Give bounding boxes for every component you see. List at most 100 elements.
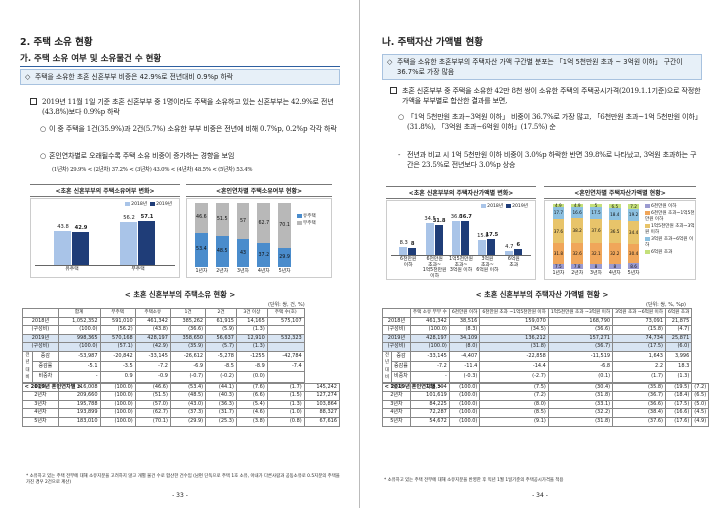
section-title: 나. 주택자산 가액별 현황: [382, 37, 483, 48]
table-cell: (57.0): [134, 399, 171, 410]
table-cell: -5,278: [205, 350, 237, 363]
legend-item: 2018년: [481, 203, 504, 209]
category-label: 4년차: [608, 271, 621, 276]
legend-swatch: [150, 201, 156, 206]
stacked-segment: 16.6: [571, 207, 583, 218]
table-cell: 74,734: [612, 333, 666, 344]
table-cell: (100.0): [99, 391, 136, 401]
legend-label: 2019년: [512, 204, 528, 209]
table-cell: 3,996: [664, 350, 693, 363]
table-row: 비중차 -0.9 -0.9 (-0.7) (-0.2) (0.0): [23, 371, 340, 383]
table-cell: -33,145: [134, 350, 171, 363]
summary-text: 주택을 소유한 초혼 신혼부부 비중은 42.9%로 전년대비 0.9%p 하락: [35, 73, 234, 81]
bar: [478, 240, 487, 255]
table-cell: 증감: [32, 350, 59, 363]
table-cell: 3년차: [382, 399, 411, 410]
table-cell: 145,242: [303, 382, 341, 393]
bar: [434, 225, 443, 255]
table-cell: (18.4): [664, 391, 693, 401]
category-label: 6억원 초과: [501, 257, 527, 268]
table-cell: (25.3): [205, 416, 237, 427]
table-cell: (42.9): [134, 342, 171, 352]
stacked-segment: 29.9: [278, 247, 292, 267]
legend-item: 2018년: [125, 201, 147, 207]
header-cell: 6천만원 이하: [448, 308, 481, 318]
table-cell: (-0.3): [448, 371, 481, 383]
legend-label: 2018년: [487, 204, 504, 209]
table-cell: (100.0): [99, 408, 136, 418]
table-cell: (38.4): [612, 408, 666, 418]
legend-swatch: [645, 210, 650, 215]
legend-label: 1억5천만원 초과~3억원 이하: [645, 224, 695, 235]
table-cell: 195,788: [57, 399, 101, 410]
stacked-segment: 48.5: [215, 235, 229, 267]
stacked-segment: 6.5: [608, 204, 621, 209]
table-row: 3년차 84,225 (100.0) (8.0) (33.1) (36.6) (17.5)(…: [382, 399, 710, 410]
paragraph-3: - 전년과 비교 시 1억 5천만원 이하 비중이 3.0%p 하락한 반면 39…: [398, 150, 702, 170]
table-cell: -6.8: [547, 361, 614, 373]
paragraph-1: 초혼 신혼부부 중 주택을 소유한 42만 8천 쌍이 소유한 주택의 주택공시…: [390, 86, 702, 106]
table-cell: (36.3): [205, 399, 237, 410]
bar: [54, 231, 71, 265]
table-cell: -7.4: [266, 361, 305, 373]
table-cell: (33.1): [547, 399, 614, 410]
table-cell: 575,107: [266, 316, 305, 327]
legend-swatch: [645, 223, 650, 228]
table-cell: 2.2: [612, 361, 666, 373]
table-cell: 358,650: [169, 333, 207, 344]
table-cell: 증감률: [391, 361, 411, 373]
table-cell: (5.9): [205, 325, 237, 335]
table-cell: (56.2): [99, 325, 136, 335]
table-cell: 증감: [391, 350, 411, 363]
chart2-title: <혼인연차별 주택자산가액별 현황>: [544, 186, 696, 199]
table-cell: (37.6): [612, 416, 666, 427]
table-cell: (-2.7): [479, 371, 549, 383]
table-cell: (4.6): [235, 408, 268, 418]
category-line: 이하: [403, 262, 413, 268]
table-cell: (100.0): [448, 408, 481, 418]
paragraph-2: ○ 이 중 주택을 1건(35.9%)과 2건(5.7%) 소유한 부부 비중은 …: [40, 124, 340, 134]
table-cell: (31.8): [547, 416, 614, 427]
table-cell: (53.4): [169, 382, 207, 393]
circle-bullet-icon: ○: [40, 124, 46, 133]
table-row: 5년차 183,010 (100.0) (70.1) (29.9) (25.3) (3.8)…: [22, 416, 341, 427]
category-label: 5년차: [278, 269, 291, 274]
table-row: 2018년 461,342 38,516 159,070 168,790 73,091 21…: [382, 316, 709, 327]
table-row: 2년차 101,619 (100.0) (7.2) (31.8) (36.7) (18.4)…: [382, 391, 710, 401]
table-cell: (51.5): [134, 391, 171, 401]
table-cell: (1.3): [235, 325, 268, 335]
table-cell: (100.0): [99, 382, 136, 393]
table-cell: (100.0): [57, 342, 101, 352]
legend-swatch: [645, 203, 650, 208]
category-line: 초과~: [480, 262, 494, 268]
header-cell: [22, 308, 59, 318]
stacked-segment: 17.7: [552, 207, 565, 219]
chart1-title: <초혼 신혼부부의 주택자산가액별 변화>: [386, 186, 536, 199]
legend-swatch: [645, 249, 650, 254]
stacked-segment: 8: [590, 263, 602, 269]
table-cell: -20,842: [99, 350, 136, 363]
table-cell: (43.0): [169, 399, 207, 410]
table-cell: (36.7): [547, 342, 614, 352]
category-label: 1억5천만원 초과~ 3억원 이하: [448, 257, 474, 274]
table-row: 2019년 998,365 570,168 428,197 358,650 56,637 1…: [22, 333, 340, 344]
table-cell: (31.8): [479, 342, 549, 352]
category-line: 6억원 이하: [476, 268, 499, 273]
paragraph-text: 2019년 11월 1일 기준 초혼 신혼부부 중 1명이라도 주택을 소유하고…: [42, 97, 334, 116]
table-cell: 591,010: [99, 316, 136, 327]
table-cell: (4.7): [664, 325, 693, 335]
table-cell: (5.4): [235, 399, 268, 410]
bar: [504, 250, 513, 255]
table-cell: (1.7): [612, 371, 666, 383]
summary-box: ◇ 주택을 소유한 초혼부부의 주택자산 가액 구간별 분포는 「1억 5천만원 …: [382, 54, 702, 80]
chart1-title: <초혼 신혼부부의 주택소유여부 변화>: [30, 184, 180, 197]
table-cell: (5.7): [205, 342, 237, 352]
chart1: 2018년 2019년 43.8 42.9 유주택 56.2 57.1 무주택: [30, 198, 180, 278]
legend-item: 6천만원 초과~1억5천만원 이하: [645, 210, 695, 222]
summary-box: ◇ 주택을 소유한 초혼 신혼부부 비중은 42.9%로 전년대비 0.9%p 하…: [20, 69, 340, 85]
stacked-segment: 36.5: [608, 219, 621, 244]
table-row: 증감률 -5.1 -3.5 -7.2 -6.9 -8.5 -8.9 -7.4: [23, 361, 340, 373]
header-cell: 합계: [57, 308, 101, 318]
data-label: 34.5: [424, 215, 436, 222]
table-cell: 4년차: [22, 408, 59, 418]
